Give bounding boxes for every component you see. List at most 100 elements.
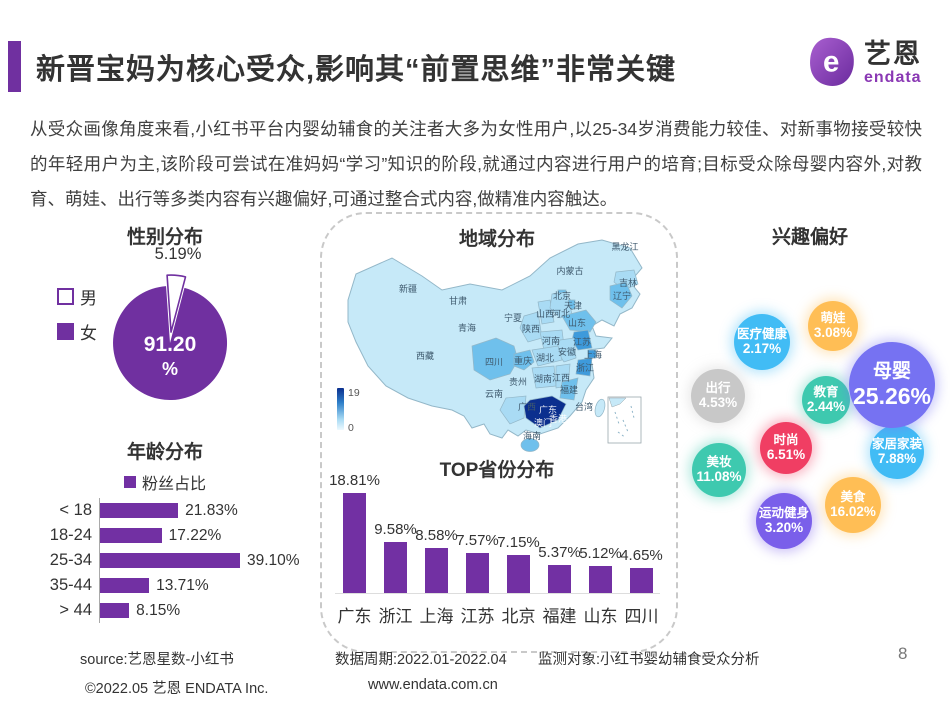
province-label: 山东: [568, 317, 586, 328]
province-label: 台湾: [575, 401, 593, 412]
bubble-value: 7.88%: [877, 451, 917, 467]
province-bar: [425, 547, 448, 593]
interest-bubble: 时尚 6.51%: [760, 422, 812, 474]
legend-item-female: 女: [57, 319, 97, 344]
interest-bubble: 出行 4.53%: [691, 369, 745, 423]
age-category-label: < 18: [59, 501, 92, 519]
region-panel: [320, 212, 678, 653]
age-value-label: 8.15%: [136, 601, 181, 619]
province-region: [561, 309, 597, 333]
top-provinces-bar-chart: 18.81% 广东 9.58% 浙江 8.58% 上海 7.57% 江苏 7.15% 北京 5.37…: [329, 472, 665, 630]
province-label: 广西: [518, 401, 536, 412]
province-region: [587, 349, 597, 359]
province-label: 福建: [560, 384, 578, 395]
province-value-label: 5.12%: [579, 544, 622, 562]
bubble-label: 出行: [705, 381, 731, 396]
bubble-value: 2.44%: [806, 399, 846, 415]
province-label: 江西: [552, 373, 570, 383]
province-label: 黑龙江: [611, 241, 638, 252]
province-label: 青海: [458, 322, 476, 333]
province-bar: [384, 542, 407, 593]
age-bar-row: 13.71%: [100, 573, 300, 598]
age-bar-row: 39.10%: [100, 548, 300, 573]
province-label: 天津: [564, 301, 582, 311]
province-label: 安徽: [558, 346, 576, 357]
map-legend-gradient: [337, 388, 344, 430]
province-region: [471, 337, 519, 381]
age-category-label: > 44: [59, 601, 92, 619]
province-label: 云南: [485, 388, 503, 399]
region-chart-title: 地域分布: [458, 229, 535, 250]
province-label: 广东: [539, 404, 557, 415]
endata-logo-icon: e: [810, 37, 854, 86]
female-slice-value: 91.20: [144, 333, 197, 356]
gender-chart-title: 性别分布: [126, 227, 203, 248]
province-label: 陕西: [522, 323, 540, 334]
bubble-label: 萌娃: [820, 311, 846, 326]
interest-bubble: 美妆 11.08%: [692, 443, 746, 497]
logo-brand-en: endata: [864, 68, 922, 86]
interest-bubble: 美食 16.02%: [825, 477, 881, 533]
interest-bubble: 萌娃 3.08%: [808, 301, 858, 351]
province-bar: [630, 568, 653, 593]
province-name-label: 四川: [624, 607, 659, 626]
bubble-value: 6.51%: [766, 447, 806, 463]
bubble-value: 3.08%: [813, 325, 853, 341]
male-swatch-icon: [57, 288, 74, 305]
bubble-label: 教育: [813, 385, 839, 400]
age-axis-labels: < 18 18-24 25-34 35-44 > 44: [36, 498, 99, 623]
pie-slice-female: [113, 286, 228, 401]
province-label: 江苏: [573, 336, 591, 347]
province-label: 贵州: [509, 376, 527, 387]
province-name-label: 上海: [419, 607, 454, 626]
bubble-label: 家居家装: [871, 437, 922, 452]
province-label: 辽宁: [613, 290, 631, 301]
legend-item-male: 男: [57, 284, 97, 309]
province-axis-line: [335, 593, 660, 594]
province-label: 湖南: [534, 373, 552, 384]
province-bar: [548, 564, 571, 593]
age-bar: [100, 503, 179, 518]
province-region: [513, 349, 535, 371]
footer-source: source:艺恩星数-小红书: [80, 652, 234, 668]
age-bar: [100, 528, 162, 543]
province-value-label: 4.65%: [620, 547, 663, 565]
province-value-label: 5.37%: [538, 543, 581, 561]
province-label: 宁夏: [504, 312, 522, 323]
inset-island: [608, 397, 627, 408]
province-name-label: 浙江: [378, 607, 413, 626]
province-label: 上海: [584, 349, 602, 360]
male-slice-value: 5.19%: [155, 245, 202, 263]
bubble-value: 11.08%: [696, 469, 742, 485]
province-label: 浙江: [576, 362, 594, 373]
province-label: 新疆: [399, 283, 417, 294]
province-bar: [466, 552, 489, 593]
footer-copyright: ©2022.05 艺恩 ENDATA Inc.: [85, 681, 269, 697]
age-bar-row: 17.22%: [100, 523, 300, 548]
province-value-label: 8.58%: [415, 526, 458, 544]
province-region: [609, 281, 633, 309]
province-bar: [507, 555, 530, 593]
province-label: 香港: [549, 413, 567, 424]
age-category-label: 18-24: [49, 526, 92, 544]
age-value-label: 21.83%: [185, 501, 238, 519]
footer-period: 数据周期:2022.01-2022.04: [335, 652, 507, 668]
footer-scope: 监测对象:小红书婴幼辅食受众分析: [538, 652, 760, 668]
age-bar-row: 8.15%: [100, 598, 300, 623]
age-bar: [100, 578, 150, 593]
logo-brand-cn: 艺恩: [864, 38, 922, 69]
province-label: 山西: [536, 309, 554, 319]
svg-text:e: e: [823, 46, 839, 79]
male-legend-label: 男: [80, 289, 97, 308]
province-region: [559, 377, 579, 401]
footer-website: www.endata.com.cn: [368, 677, 498, 693]
intro-paragraph: 从受众画像角度来看,小红书平台内婴幼辅食的关注者大多为女性用户,以25-34岁消…: [30, 119, 922, 209]
interest-bubble: 教育 2.44%: [802, 376, 850, 424]
province-region: [575, 357, 593, 377]
province-region: [519, 311, 543, 343]
bubble-value: 3.20%: [764, 520, 804, 536]
interest-bubble: 运动健身 3.20%: [756, 493, 812, 549]
age-bar-row: 21.83%: [100, 498, 300, 523]
province-name-label: 福建: [542, 607, 577, 626]
